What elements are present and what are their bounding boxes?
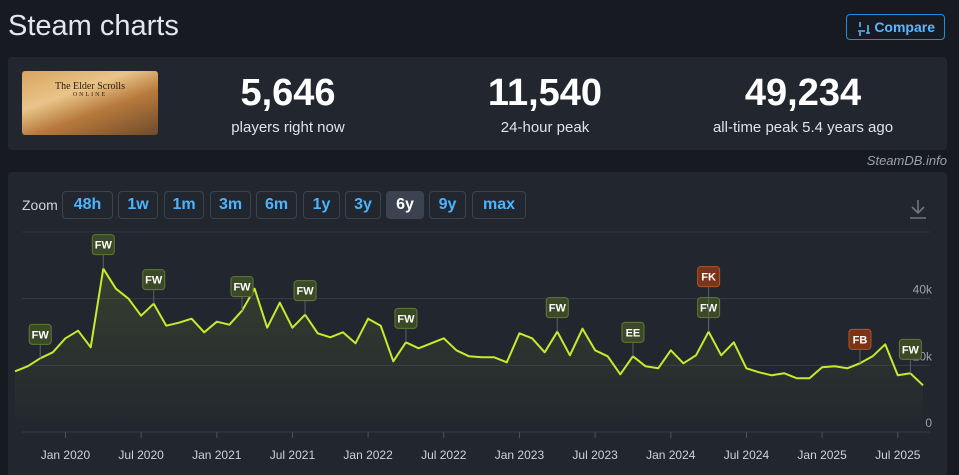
- zoom-button[interactable]: 6y: [386, 191, 424, 219]
- zoom-button[interactable]: 3m: [210, 191, 251, 219]
- annotation-badge: [394, 307, 418, 329]
- compare-button[interactable]: Compare: [846, 14, 945, 40]
- annotation-label: FW: [32, 329, 50, 341]
- annotation-label: FW: [902, 344, 920, 356]
- x-tick-label: Jan 2023: [495, 448, 545, 462]
- annotation-badge: [848, 328, 872, 350]
- x-tick-label: Jul 2021: [270, 448, 316, 462]
- compare-label: Compare: [874, 19, 935, 35]
- stat-label: all-time peak 5.4 years ago: [712, 119, 894, 136]
- source: SteamDB.info: [866, 153, 947, 168]
- x-tick-label: Jul 2025: [875, 448, 921, 462]
- annotation-label: FW: [95, 240, 113, 252]
- x-tick-label: Jan 2020: [41, 448, 91, 462]
- annotation-badge: [28, 323, 52, 345]
- stat: 5,646 players right now: [163, 71, 413, 136]
- annotation-label: FK: [701, 272, 716, 284]
- y-tick-label: 40k: [913, 283, 933, 297]
- annotation-label: FW: [397, 313, 415, 325]
- annotation-label: FW: [233, 282, 251, 294]
- stat-value: 11,540: [487, 72, 603, 114]
- annotation-badge: [91, 234, 115, 256]
- stat: 11,540 24-hour peak: [420, 71, 670, 136]
- stat: 49,234 all-time peak 5.4 years ago: [678, 71, 928, 136]
- x-tick-label: Jan 2025: [797, 448, 847, 462]
- image-caption: ONLINE: [72, 92, 108, 98]
- annotation-label: FW: [145, 275, 163, 287]
- zoom-button[interactable]: 1y: [303, 191, 340, 219]
- annotation-badge: [142, 269, 166, 291]
- annotation-label: EE: [626, 327, 641, 339]
- annotation-badge: [621, 321, 645, 343]
- download-icon[interactable]: [908, 198, 928, 220]
- stats-panel: The Elder Scrolls ONLINE 5,646 players ri…: [8, 57, 947, 150]
- annotation-badge: [293, 280, 317, 302]
- x-tick-label: Jan 2024: [646, 448, 696, 462]
- x-tick-label: Jul 2023: [572, 448, 618, 462]
- y-tick-label: 0: [925, 416, 932, 430]
- compare-icon: [858, 22, 870, 36]
- zoom-button[interactable]: 48h: [62, 191, 113, 219]
- zoom-button[interactable]: max: [472, 191, 526, 219]
- x-tick-label: Jul 2020: [118, 448, 164, 462]
- annotation-badge: [545, 297, 569, 319]
- zoom-button[interactable]: 6m: [256, 191, 297, 219]
- stat-value: 5,646: [240, 72, 336, 114]
- stat-value: 49,234: [744, 72, 862, 114]
- annotation-badge: [230, 276, 254, 298]
- annotation-label: FW: [549, 303, 567, 315]
- zoom-button[interactable]: 1w: [118, 191, 158, 219]
- page-title: Steam charts: [8, 10, 179, 42]
- stat-label: players right now: [231, 119, 345, 136]
- x-tick-label: Jul 2022: [421, 448, 467, 462]
- x-tick-label: Jan 2021: [192, 448, 242, 462]
- line-area: [15, 268, 923, 432]
- zoom-button[interactable]: 9y: [429, 191, 466, 219]
- x-tick-label: Jul 2024: [724, 448, 770, 462]
- annotation-label: FW: [297, 286, 315, 298]
- annotation-badge: [898, 338, 922, 360]
- image-caption: The Elder Scrolls: [55, 81, 125, 92]
- annotation-badge: [697, 266, 721, 288]
- annotation-label: FB: [853, 334, 868, 346]
- zoom-button[interactable]: 1m: [164, 191, 204, 219]
- line: [14, 267, 924, 387]
- zoom-label: Zoom: [22, 197, 58, 213]
- game-image: The Elder Scrolls ONLINE: [22, 71, 158, 135]
- stat-label: 24-hour peak: [500, 119, 590, 136]
- zoom-button[interactable]: 3y: [345, 191, 381, 219]
- x-tick-label: Jan 2022: [343, 448, 393, 462]
